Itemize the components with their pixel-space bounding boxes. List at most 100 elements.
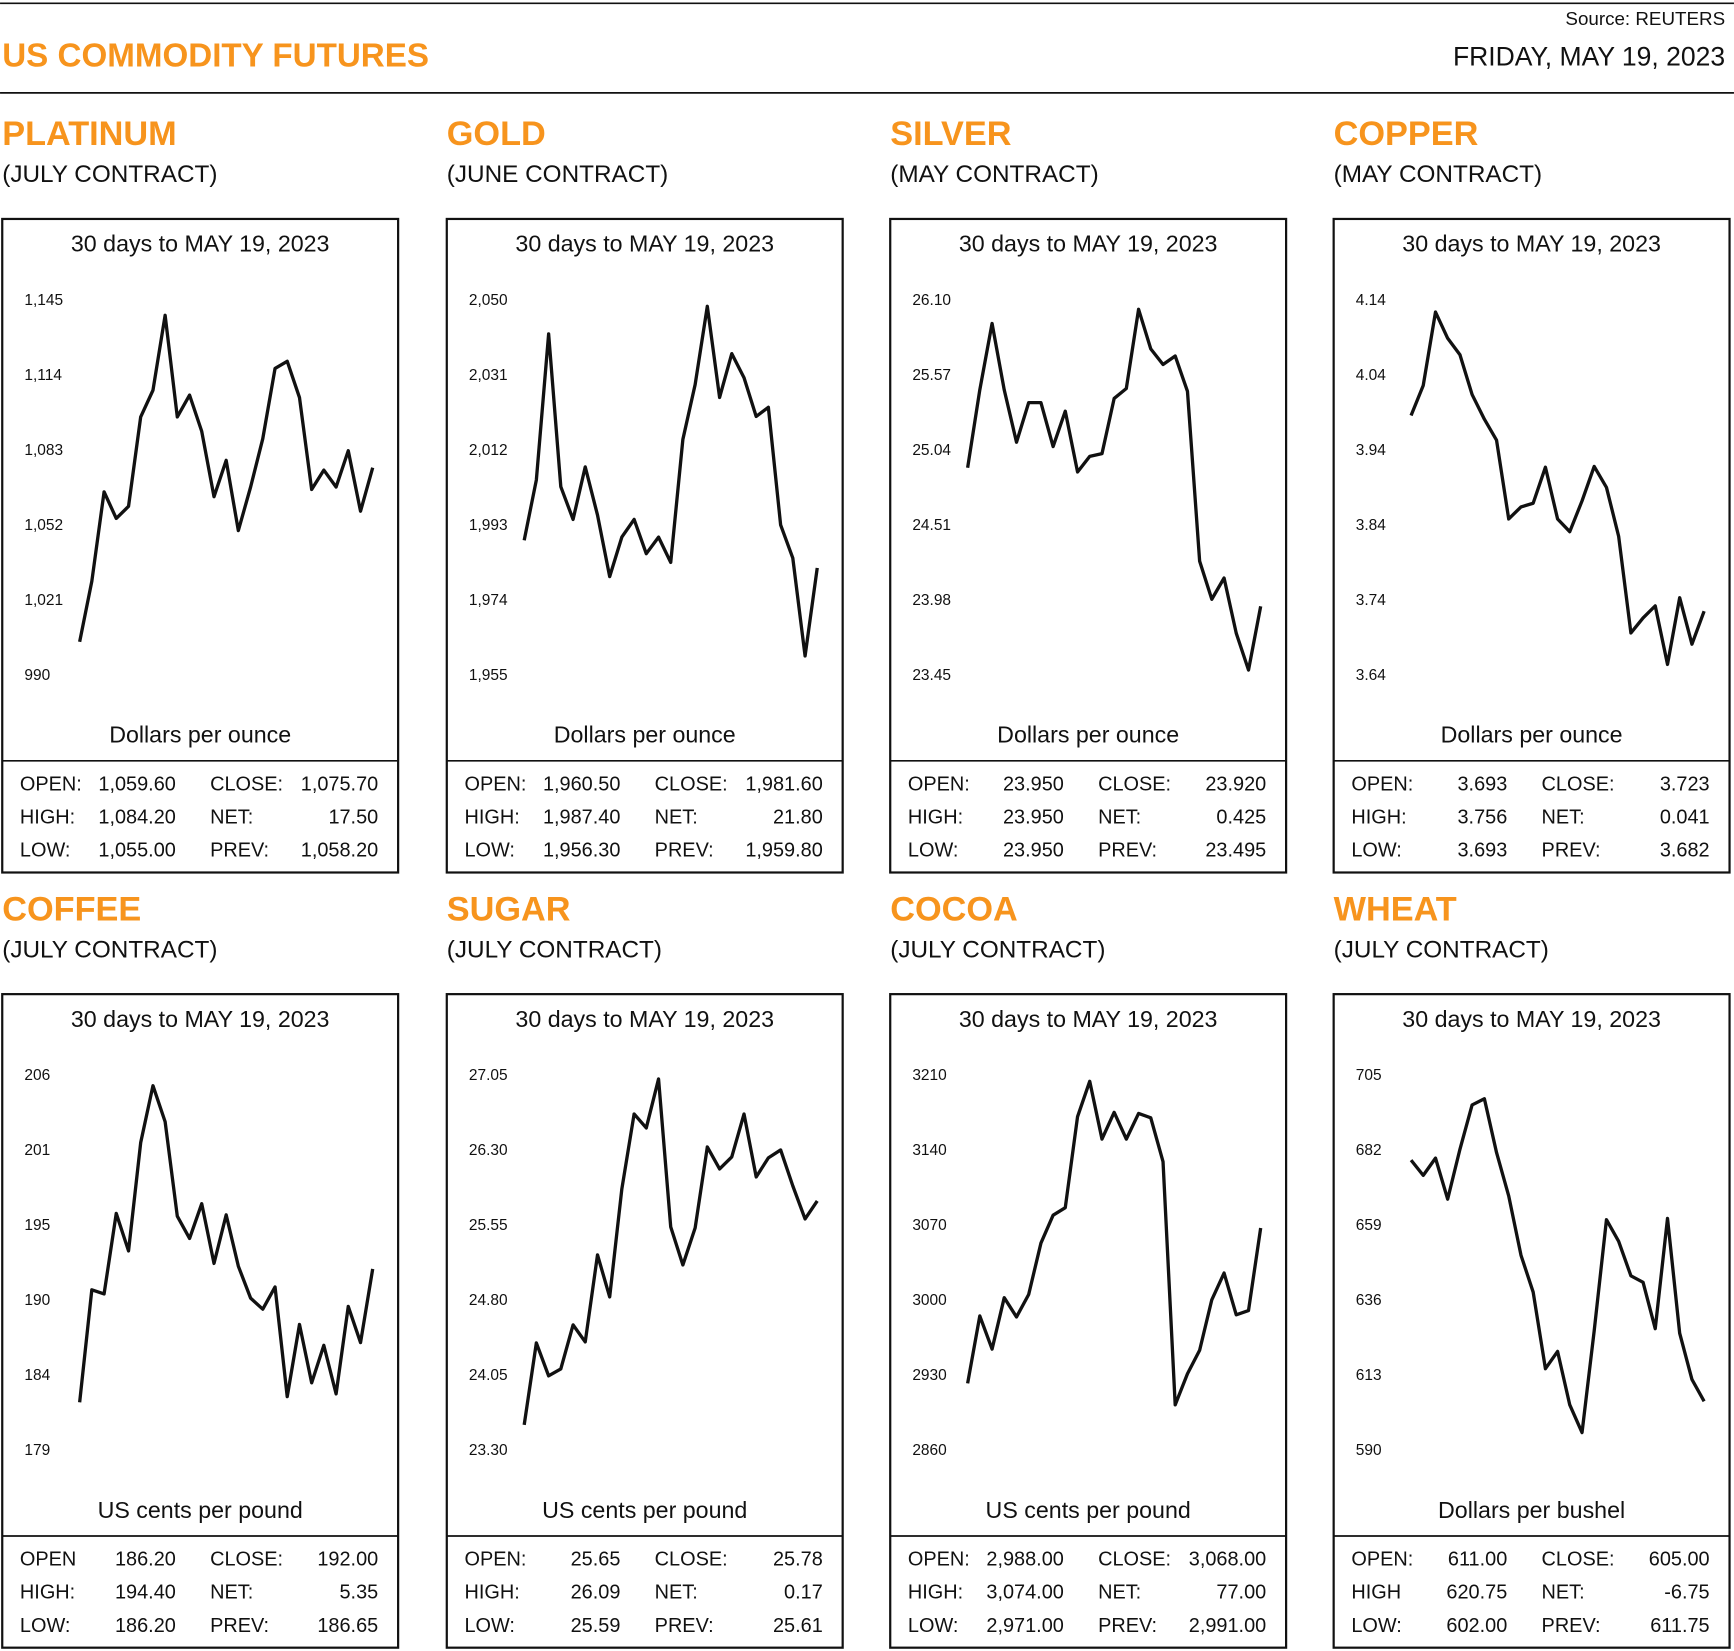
period: 30 days to MAY 19, 2023 [1402,1006,1661,1032]
y-axis-label: Dollars per ounce [109,722,291,748]
stat-value: 1,084.20 [98,807,175,829]
y-tick-label: 1,052 [24,517,63,534]
stat-label: CLOSE: [1098,1549,1171,1571]
period: 30 days to MAY 19, 2023 [515,231,774,257]
chart-title: SUGAR [447,890,571,928]
source: Source: REUTERS [1565,8,1725,29]
chart-subtitle: (MAY CONTRACT) [1334,161,1542,188]
y-tick-label: 2860 [912,1442,946,1459]
chart-frame [1332,993,1731,1649]
y-tick-label: 3140 [912,1142,946,1159]
stat-label: OPEN: [1351,773,1413,795]
chart-subtitle: (MAY CONTRACT) [890,161,1098,188]
price-line [965,1079,1263,1407]
chart-subtitle: (JUNE CONTRACT) [447,161,668,188]
stat-value: 21.80 [773,807,823,829]
stat-label: HIGH: [1351,807,1406,829]
y-tick-label: 990 [24,667,50,684]
y-tick-label: 2,031 [469,367,508,384]
stat-label: PREV: [1098,840,1157,862]
y-tick-label: 25.04 [912,442,951,459]
stat-value: 605.00 [1649,1549,1710,1571]
price-line [78,313,375,643]
stat-label: PREV: [1098,1615,1157,1637]
chart-subtitle: (JULY CONTRACT) [2,161,217,188]
y-tick-label: 25.55 [469,1217,508,1234]
stat-value: 194.40 [115,1582,176,1604]
chart-title: COFFEE [2,890,141,928]
y-tick-label: 23.98 [912,592,951,609]
chart-frame [889,217,1288,874]
stat-label: LOW: [464,840,514,862]
stat-label: PREV: [655,840,714,862]
stat-value: 0.17 [784,1582,823,1604]
stat-label: OPEN: [908,773,970,795]
period: 30 days to MAY 19, 2023 [1402,231,1661,257]
stat-value: 23.950 [1003,807,1064,829]
chart-frame [1332,217,1731,874]
y-tick-label: 27.05 [469,1067,508,1084]
stat-value: 1,075.70 [301,773,378,795]
stat-label: CLOSE: [210,1549,283,1571]
stat-label: HIGH: [908,807,963,829]
y-tick-label: 1,993 [469,517,508,534]
stat-label: NET: [1542,1582,1585,1604]
stat-value: 186.20 [115,1549,176,1571]
stat-label: PREV: [210,840,269,862]
stat-label: NET: [1098,1582,1141,1604]
stat-label: PREV: [1542,840,1601,862]
chart-frame [1,993,400,1649]
y-tick-label: 2,050 [469,292,508,309]
y-tick-label: 636 [1356,1292,1382,1309]
stat-value: 2,991.00 [1189,1615,1266,1637]
stat-label: HIGH: [464,807,519,829]
stat-value: 186.20 [115,1615,176,1637]
period: 30 days to MAY 19, 2023 [71,231,330,257]
period: 30 days to MAY 19, 2023 [959,231,1218,257]
y-tick-label: 1,974 [469,592,508,609]
chart-title: COPPER [1334,115,1479,153]
stat-value: 3,068.00 [1189,1549,1266,1571]
y-tick-label: 1,114 [24,367,62,384]
period: 30 days to MAY 19, 2023 [71,1006,330,1032]
y-axis-label: US cents per pound [98,1497,303,1523]
stat-value: 3.756 [1457,807,1507,829]
y-tick-label: 190 [24,1292,50,1309]
stat-value: 3.693 [1457,773,1507,795]
y-tick-label: 3.74 [1356,592,1387,609]
price-line [522,1077,819,1426]
stat-value: 1,987.40 [543,807,620,829]
y-tick-label: 26.30 [469,1142,508,1159]
stat-value: 1,059.60 [98,773,175,795]
stat-label: LOW: [1351,1615,1401,1637]
y-tick-label: 705 [1356,1067,1382,1084]
price-line [78,1084,375,1403]
stat-label: NET: [210,807,253,829]
stat-label: LOW: [464,1615,514,1637]
stat-label: LOW: [1351,840,1401,862]
y-tick-label: 24.51 [912,517,951,534]
y-tick-label: 3210 [912,1067,946,1084]
y-tick-label: 3.84 [1356,517,1387,534]
price-line [1409,310,1706,667]
y-axis-label: Dollars per ounce [997,722,1179,748]
stat-value: 611.75 [1650,1615,1709,1637]
chart-frame [889,993,1288,1649]
y-tick-label: 4.04 [1356,367,1387,384]
chart-frame [445,993,844,1649]
period: 30 days to MAY 19, 2023 [515,1006,774,1032]
stat-label: OPEN: [464,1549,526,1571]
y-tick-label: 184 [24,1367,50,1384]
stat-label: NET: [655,1582,698,1604]
stat-value: 3,074.00 [986,1582,1063,1604]
chart-title: WHEAT [1334,890,1457,928]
stat-value: 611.00 [1448,1549,1507,1571]
y-axis-label: Dollars per ounce [1441,722,1623,748]
stat-value: 5.35 [340,1582,379,1604]
stat-label: LOW: [908,1615,958,1637]
y-tick-label: 4.14 [1356,292,1387,309]
y-tick-label: 1,955 [469,667,508,684]
stat-value: 2,988.00 [986,1549,1063,1571]
